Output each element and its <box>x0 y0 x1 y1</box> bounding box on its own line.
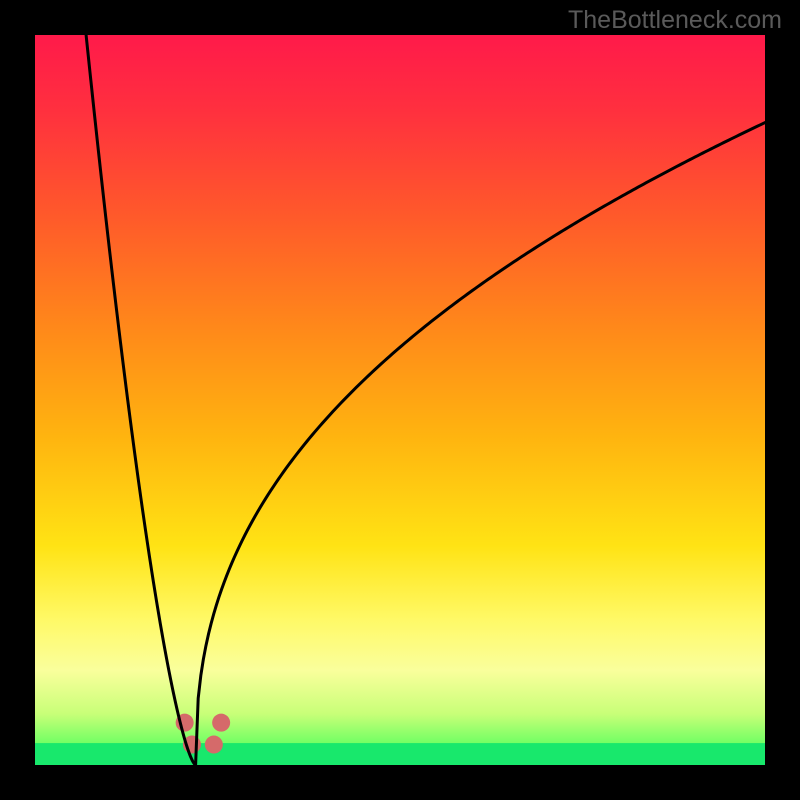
frame-right <box>765 0 800 800</box>
green-band <box>35 743 765 765</box>
bottleneck-chart <box>35 35 765 765</box>
stage: TheBottleneck.com <box>0 0 800 800</box>
gradient-background <box>35 35 765 765</box>
watermark-text: TheBottleneck.com <box>568 6 782 35</box>
frame-left <box>0 0 35 800</box>
frame-bottom <box>0 765 800 800</box>
